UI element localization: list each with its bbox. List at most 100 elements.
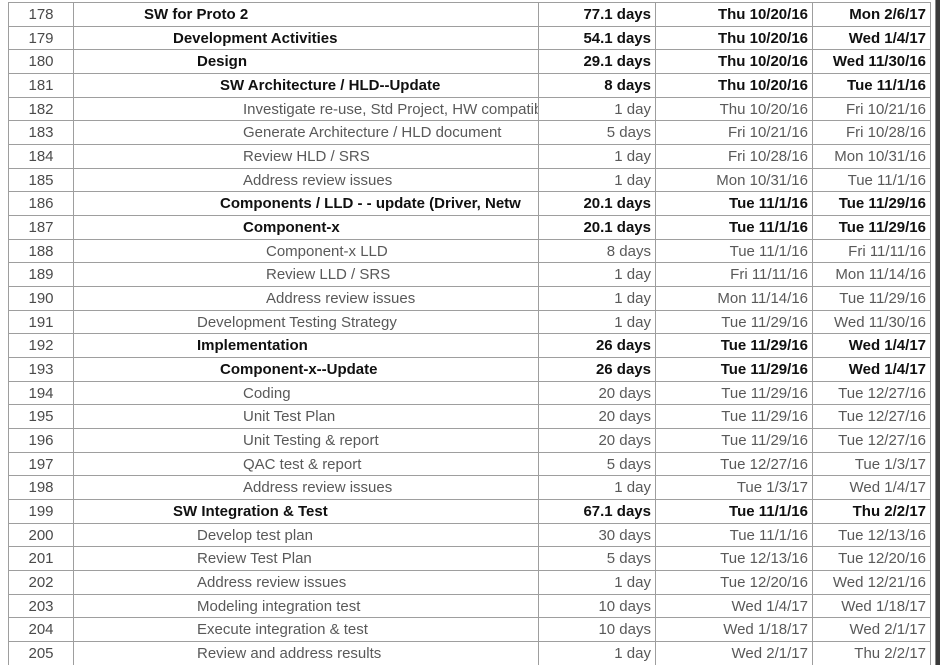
- start-date-cell[interactable]: Fri 10/28/16: [656, 145, 813, 169]
- task-name-cell[interactable]: Design: [74, 50, 539, 75]
- finish-date-cell[interactable]: Tue 11/29/16: [813, 216, 931, 240]
- finish-date-cell[interactable]: Tue 1/3/17: [813, 452, 931, 477]
- duration-cell[interactable]: 1 day: [539, 145, 656, 169]
- duration-cell[interactable]: 5 days: [539, 547, 656, 572]
- duration-cell[interactable]: 8 days: [539, 74, 656, 98]
- start-date-cell[interactable]: Tue 11/29/16: [656, 381, 813, 406]
- start-date-cell[interactable]: Tue 11/1/16: [656, 192, 813, 217]
- task-id-cell[interactable]: 204: [9, 618, 74, 643]
- task-name-cell[interactable]: Review Test Plan: [74, 547, 539, 572]
- start-date-cell[interactable]: Thu 10/20/16: [656, 74, 813, 98]
- duration-cell[interactable]: 5 days: [539, 121, 656, 146]
- start-date-cell[interactable]: Tue 12/20/16: [656, 571, 813, 595]
- finish-date-cell[interactable]: Tue 11/29/16: [813, 192, 931, 217]
- task-name-cell[interactable]: Review and address results: [74, 642, 539, 665]
- task-name-cell[interactable]: Review LLD / SRS: [74, 263, 539, 288]
- task-name-cell[interactable]: Address review issues: [74, 287, 539, 311]
- finish-date-cell[interactable]: Tue 11/29/16: [813, 287, 931, 311]
- finish-date-cell[interactable]: Wed 1/4/17: [813, 26, 931, 51]
- task-name-cell[interactable]: Develop test plan: [74, 523, 539, 548]
- start-date-cell[interactable]: Tue 11/1/16: [656, 216, 813, 240]
- finish-date-cell[interactable]: Wed 11/30/16: [813, 310, 931, 335]
- finish-date-cell[interactable]: Thu 2/2/17: [813, 500, 931, 524]
- task-id-cell[interactable]: 185: [9, 168, 74, 193]
- task-id-cell[interactable]: 190: [9, 287, 74, 311]
- duration-cell[interactable]: 26 days: [539, 358, 656, 382]
- task-name-cell[interactable]: Component-x--Update: [74, 358, 539, 382]
- start-date-cell[interactable]: Thu 10/20/16: [656, 97, 813, 122]
- start-date-cell[interactable]: Thu 10/20/16: [656, 26, 813, 51]
- duration-cell[interactable]: 10 days: [539, 594, 656, 619]
- start-date-cell[interactable]: Tue 11/29/16: [656, 334, 813, 359]
- duration-cell[interactable]: 20 days: [539, 381, 656, 406]
- task-id-cell[interactable]: 202: [9, 571, 74, 595]
- finish-date-cell[interactable]: Tue 12/27/16: [813, 405, 931, 430]
- task-id-cell[interactable]: 200: [9, 523, 74, 548]
- duration-cell[interactable]: 20.1 days: [539, 216, 656, 240]
- pane-splitter[interactable]: [935, 0, 940, 665]
- start-date-cell[interactable]: Tue 11/29/16: [656, 310, 813, 335]
- task-id-cell[interactable]: 182: [9, 97, 74, 122]
- finish-date-cell[interactable]: Wed 11/30/16: [813, 50, 931, 75]
- task-id-cell[interactable]: 187: [9, 216, 74, 240]
- start-date-cell[interactable]: Tue 11/29/16: [656, 405, 813, 430]
- finish-date-cell[interactable]: Fri 10/28/16: [813, 121, 931, 146]
- duration-cell[interactable]: 8 days: [539, 239, 656, 264]
- task-id-cell[interactable]: 180: [9, 50, 74, 75]
- task-id-cell[interactable]: 199: [9, 500, 74, 524]
- duration-cell[interactable]: 1 day: [539, 571, 656, 595]
- task-id-cell[interactable]: 178: [9, 3, 74, 27]
- task-name-cell[interactable]: Address review issues: [74, 168, 539, 193]
- duration-cell[interactable]: 1 day: [539, 287, 656, 311]
- duration-cell[interactable]: 20 days: [539, 405, 656, 430]
- start-date-cell[interactable]: Tue 12/13/16: [656, 547, 813, 572]
- finish-date-cell[interactable]: Tue 11/1/16: [813, 168, 931, 193]
- task-id-cell[interactable]: 203: [9, 594, 74, 619]
- task-name-cell[interactable]: Component-x: [74, 216, 539, 240]
- task-id-cell[interactable]: 193: [9, 358, 74, 382]
- task-id-cell[interactable]: 205: [9, 642, 74, 665]
- duration-cell[interactable]: 10 days: [539, 618, 656, 643]
- task-name-cell[interactable]: Coding: [74, 381, 539, 406]
- duration-cell[interactable]: 1 day: [539, 168, 656, 193]
- finish-date-cell[interactable]: Mon 11/14/16: [813, 263, 931, 288]
- task-id-cell[interactable]: 192: [9, 334, 74, 359]
- task-name-cell[interactable]: Address review issues: [74, 571, 539, 595]
- task-name-cell[interactable]: Implementation: [74, 334, 539, 359]
- finish-date-cell[interactable]: Fri 11/11/16: [813, 239, 931, 264]
- task-id-cell[interactable]: 179: [9, 26, 74, 51]
- task-id-cell[interactable]: 194: [9, 381, 74, 406]
- finish-date-cell[interactable]: Tue 11/1/16: [813, 74, 931, 98]
- start-date-cell[interactable]: Wed 1/18/17: [656, 618, 813, 643]
- task-name-cell[interactable]: Execute integration & test: [74, 618, 539, 643]
- duration-cell[interactable]: 20 days: [539, 429, 656, 453]
- task-id-cell[interactable]: 184: [9, 145, 74, 169]
- duration-cell[interactable]: 26 days: [539, 334, 656, 359]
- task-name-cell[interactable]: Development Activities: [74, 26, 539, 51]
- start-date-cell[interactable]: Mon 11/14/16: [656, 287, 813, 311]
- duration-cell[interactable]: 30 days: [539, 523, 656, 548]
- task-name-cell[interactable]: QAC test & report: [74, 452, 539, 477]
- start-date-cell[interactable]: Tue 12/27/16: [656, 452, 813, 477]
- task-name-cell[interactable]: Modeling integration test: [74, 594, 539, 619]
- task-name-cell[interactable]: Generate Architecture / HLD document: [74, 121, 539, 146]
- duration-cell[interactable]: 1 day: [539, 476, 656, 501]
- task-name-cell[interactable]: Development Testing Strategy: [74, 310, 539, 335]
- task-name-cell[interactable]: Unit Testing & report: [74, 429, 539, 453]
- duration-cell[interactable]: 77.1 days: [539, 3, 656, 27]
- duration-cell[interactable]: 1 day: [539, 310, 656, 335]
- finish-date-cell[interactable]: Fri 10/21/16: [813, 97, 931, 122]
- finish-date-cell[interactable]: Thu 2/2/17: [813, 642, 931, 665]
- task-id-cell[interactable]: 191: [9, 310, 74, 335]
- task-name-cell[interactable]: Unit Test Plan: [74, 405, 539, 430]
- start-date-cell[interactable]: Tue 11/29/16: [656, 429, 813, 453]
- task-id-cell[interactable]: 197: [9, 452, 74, 477]
- task-name-cell[interactable]: Components / LLD - - update (Driver, Net…: [74, 192, 539, 217]
- start-date-cell[interactable]: Tue 11/29/16: [656, 358, 813, 382]
- finish-date-cell[interactable]: Tue 12/20/16: [813, 547, 931, 572]
- duration-cell[interactable]: 1 day: [539, 97, 656, 122]
- task-id-cell[interactable]: 183: [9, 121, 74, 146]
- duration-cell[interactable]: 54.1 days: [539, 26, 656, 51]
- start-date-cell[interactable]: Thu 10/20/16: [656, 50, 813, 75]
- finish-date-cell[interactable]: Wed 1/4/17: [813, 358, 931, 382]
